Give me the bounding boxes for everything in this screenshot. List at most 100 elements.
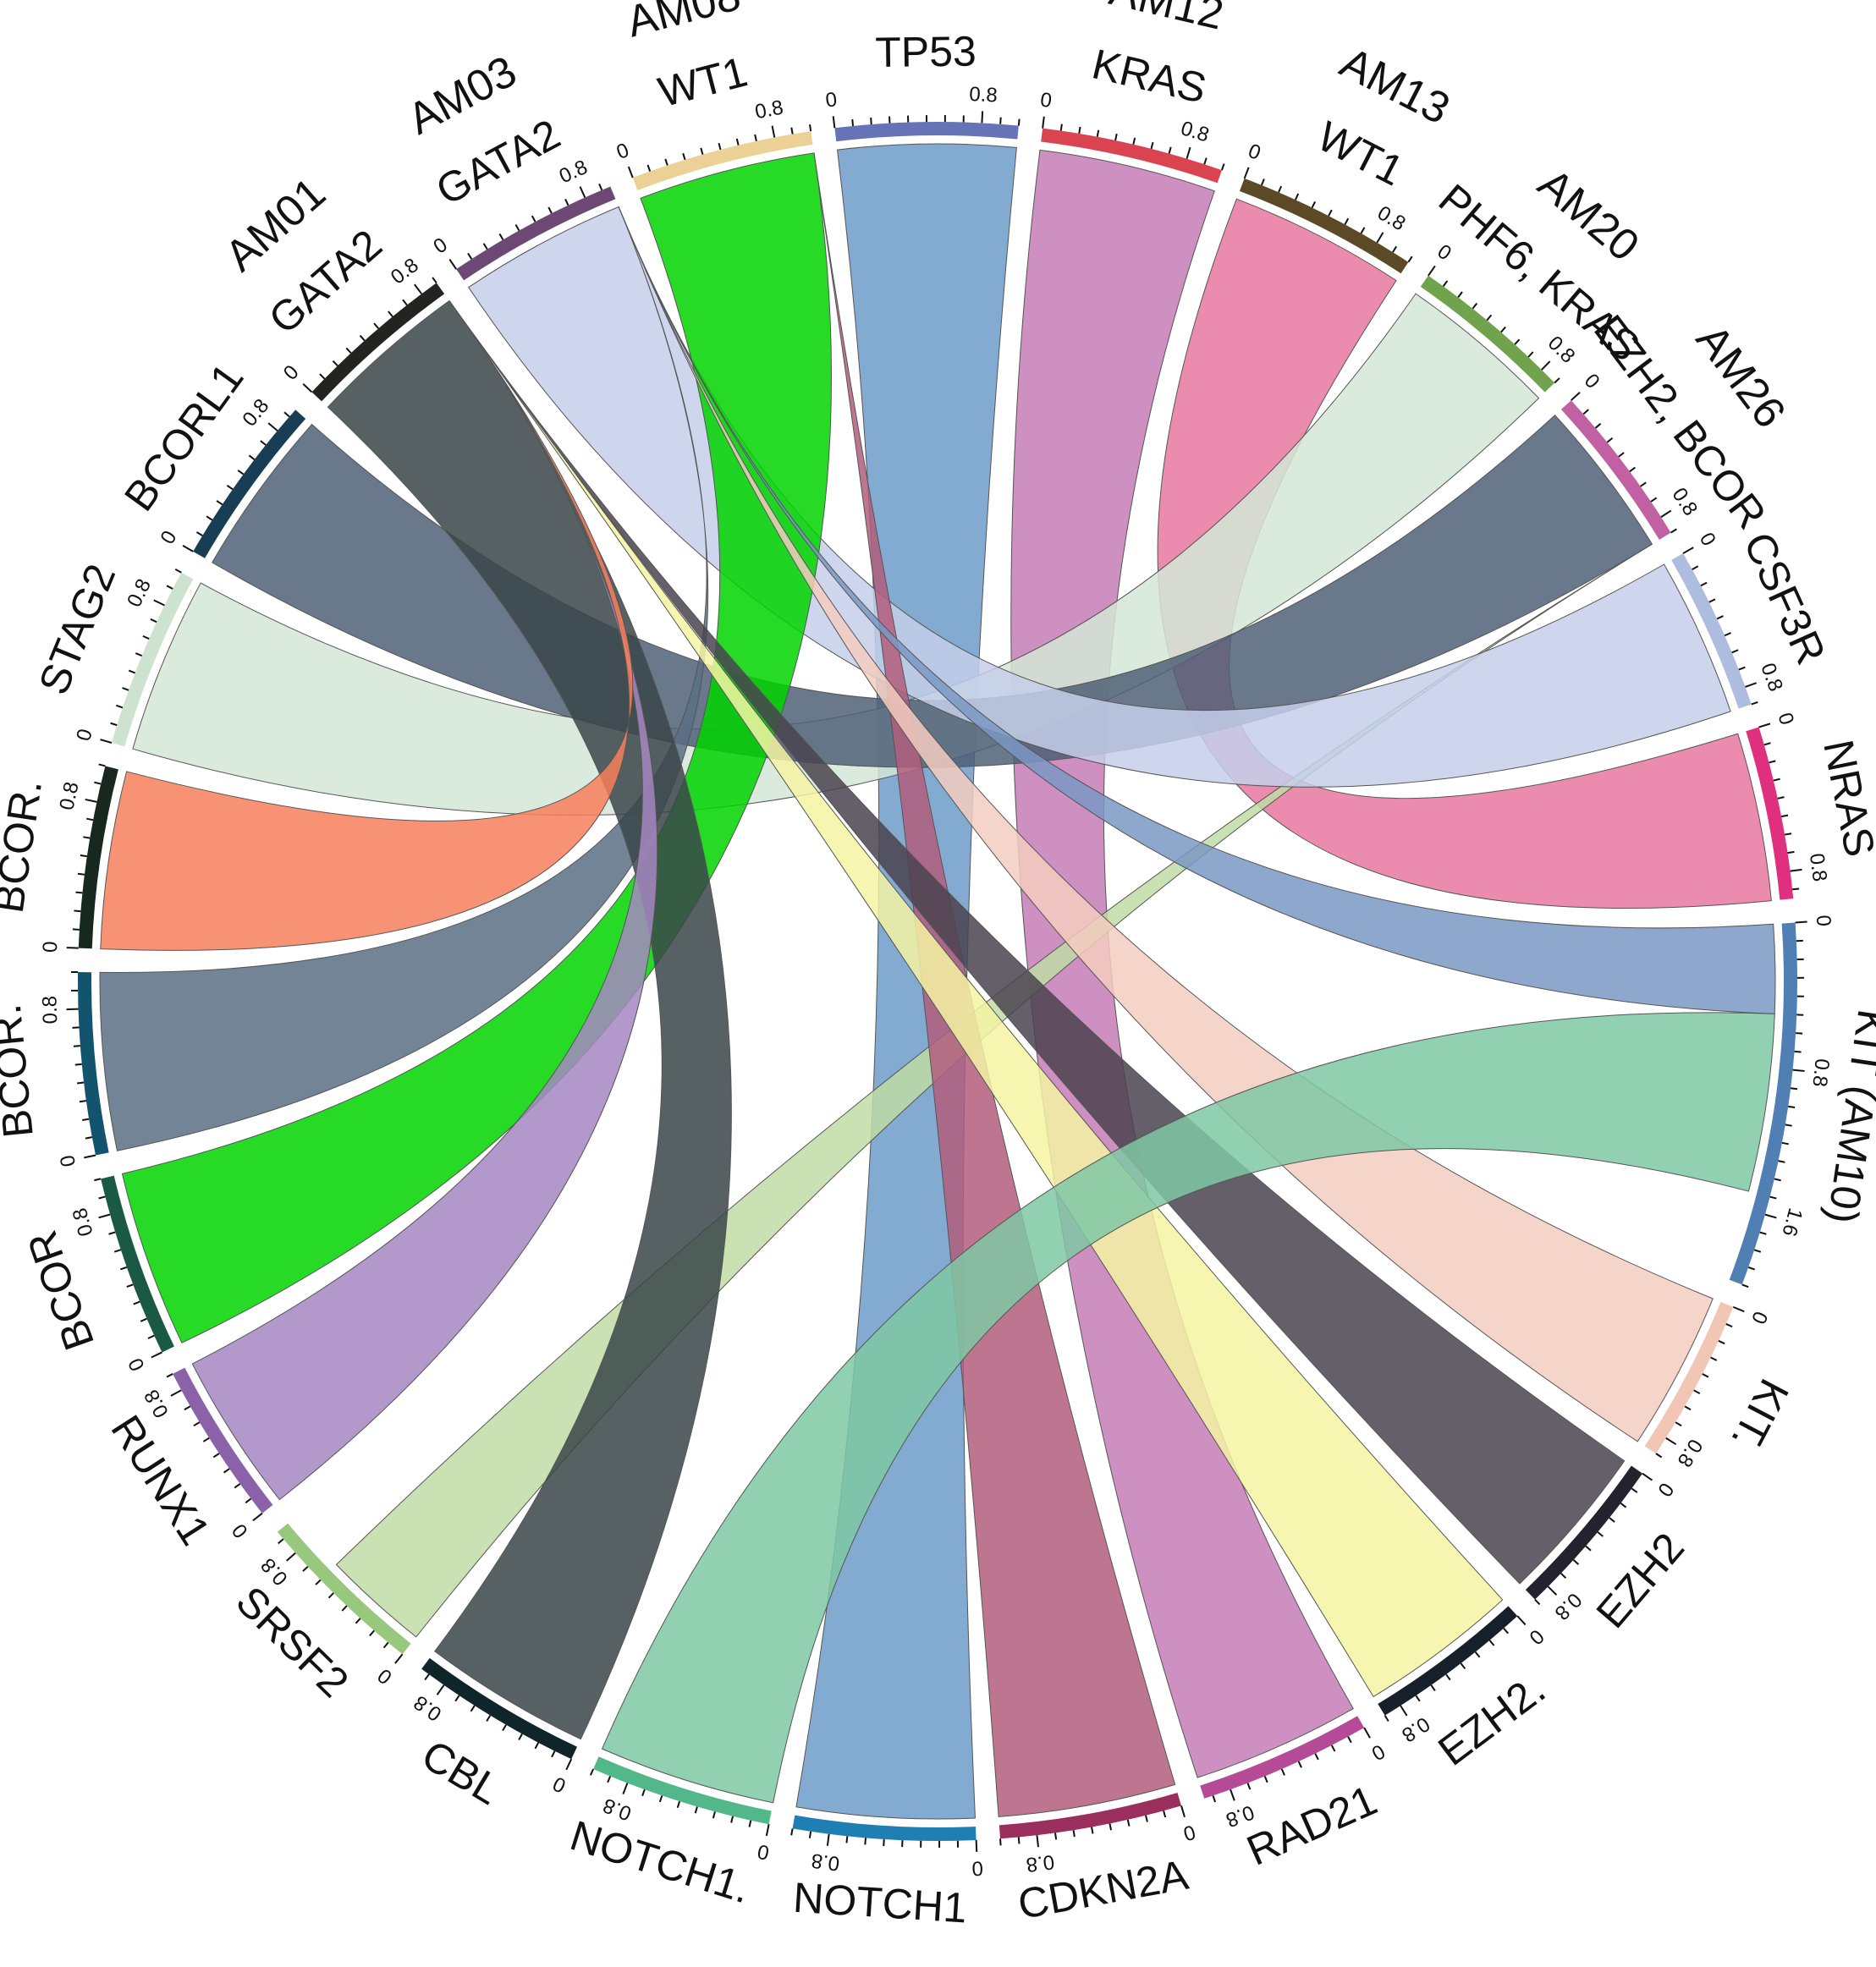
tick-label: 0 xyxy=(971,1856,984,1880)
tick-mark xyxy=(1400,1705,1408,1717)
tick-mark xyxy=(1769,760,1776,764)
tick-mark xyxy=(1792,887,1800,891)
tick-mark xyxy=(202,1437,210,1442)
segment-arc-kit-am10-7 xyxy=(1729,922,1797,1285)
segment-arc-csf3r-5 xyxy=(1671,553,1752,709)
tick-mark xyxy=(126,1283,134,1288)
tick-mark xyxy=(1778,1160,1785,1163)
tick-mark xyxy=(564,198,569,206)
tick-label: 0.8 xyxy=(1756,660,1787,695)
tick-mark xyxy=(808,1831,812,1838)
tick-mark xyxy=(1759,1231,1767,1235)
tick-label: 0.8 xyxy=(1025,1850,1055,1876)
tick-mark xyxy=(470,1705,476,1712)
ribbon-kit-am10-to-notch1-17 xyxy=(601,1012,1775,1804)
tick-label: 0.8 xyxy=(410,1690,446,1725)
tick-mark xyxy=(260,440,267,446)
tick-label: 0 xyxy=(1653,1478,1678,1500)
tick-label: 0.8 xyxy=(1373,201,1409,235)
ribbon-wt1-to-bcor-7 xyxy=(121,152,833,1343)
tick-mark xyxy=(1693,1389,1701,1394)
tick-mark xyxy=(1344,217,1350,225)
tick-mark xyxy=(84,1154,96,1159)
tick-mark xyxy=(531,215,536,223)
tick-mark xyxy=(1460,1662,1466,1670)
tick-mark xyxy=(870,117,872,125)
tick-mark xyxy=(641,1788,646,1797)
tick-mark xyxy=(1168,146,1172,154)
tick-label: 0 xyxy=(1812,915,1835,927)
group-label-am12: AM12 xyxy=(1105,0,1228,40)
tick-mark xyxy=(1640,481,1647,487)
tick-label: 0 xyxy=(1367,1739,1389,1765)
ribbon-gata2-to-ezh2-14 xyxy=(448,300,1504,1698)
segment-label-ezh2-9: EZH2 xyxy=(1587,1524,1694,1637)
tick-mark xyxy=(589,1768,595,1776)
tick-mark xyxy=(100,739,113,744)
tick-mark xyxy=(1790,868,1802,872)
tick-mark xyxy=(414,283,423,294)
tick-mark xyxy=(1784,832,1792,836)
tick-mark xyxy=(216,500,223,506)
tick-mark xyxy=(1618,452,1625,458)
tick-mark xyxy=(1246,1783,1252,1790)
tick-mark xyxy=(1702,1373,1709,1378)
segment-arc-bcor-19 xyxy=(78,972,109,1156)
segment-arc-tp53-0 xyxy=(834,121,1019,142)
ribbon-layer xyxy=(99,143,1776,1820)
tick-mark xyxy=(1700,581,1708,587)
tick-mark xyxy=(1114,133,1118,141)
tick-mark xyxy=(1753,1249,1762,1253)
tick-mark xyxy=(1017,118,1021,126)
tick-label: 0 xyxy=(1245,140,1263,165)
tick-mark xyxy=(436,1684,445,1695)
tick-mark xyxy=(718,142,722,151)
tick-mark xyxy=(122,687,129,691)
tick-mark xyxy=(86,817,94,821)
tick-mark xyxy=(1751,701,1758,706)
tick-mark xyxy=(77,872,85,876)
tick-mark xyxy=(74,909,81,913)
tick-mark xyxy=(664,158,668,166)
segment-arc-gata2-24 xyxy=(456,186,616,281)
tick-mark xyxy=(1554,377,1560,384)
tick-mark xyxy=(547,206,553,214)
tick-mark xyxy=(245,1497,252,1504)
tick-label: 0.8 xyxy=(969,83,999,107)
tick-label: 0 xyxy=(824,88,838,112)
tick-mark xyxy=(153,599,165,607)
segment-label-ezh2-10: EZH2. xyxy=(1429,1665,1554,1775)
tick-mark xyxy=(518,1733,523,1740)
tick-mark xyxy=(1486,314,1493,321)
tick-mark xyxy=(184,1405,191,1411)
tick-mark xyxy=(851,118,855,127)
segment-arc-srsf2-16 xyxy=(277,1523,411,1655)
tick-label: 0 xyxy=(549,1772,569,1797)
tick-mark xyxy=(237,470,245,475)
tick-mark xyxy=(1724,632,1731,637)
tick-mark xyxy=(73,1045,80,1047)
tick-mark xyxy=(1777,796,1785,799)
tick-mark xyxy=(80,854,87,858)
tick-mark xyxy=(565,1758,573,1771)
tick-mark xyxy=(1407,255,1413,263)
tick-mark xyxy=(1650,497,1658,503)
tick-mark xyxy=(1474,1651,1481,1658)
tick-mark xyxy=(319,373,326,380)
tick-mark xyxy=(1541,360,1551,371)
tick-label: 0 xyxy=(1180,1820,1197,1845)
tick-mark xyxy=(1571,391,1581,401)
tick-mark xyxy=(140,1317,147,1322)
tick-label: 0.8 xyxy=(810,1849,841,1875)
tick-label: 0 xyxy=(228,1519,252,1542)
ribbon-gata2-to-kit-10 xyxy=(618,206,1714,1442)
tick-mark xyxy=(133,1300,140,1305)
tick-mark xyxy=(1295,193,1300,201)
tick-mark xyxy=(790,1828,794,1836)
tick-label: 0.8 xyxy=(1178,117,1212,147)
tick-mark xyxy=(315,1579,322,1585)
tick-mark xyxy=(142,635,150,640)
ribbon-kras-to-rad21-1 xyxy=(1010,149,1354,1778)
tick-mark xyxy=(1787,850,1795,854)
tick-mark xyxy=(98,1213,111,1219)
